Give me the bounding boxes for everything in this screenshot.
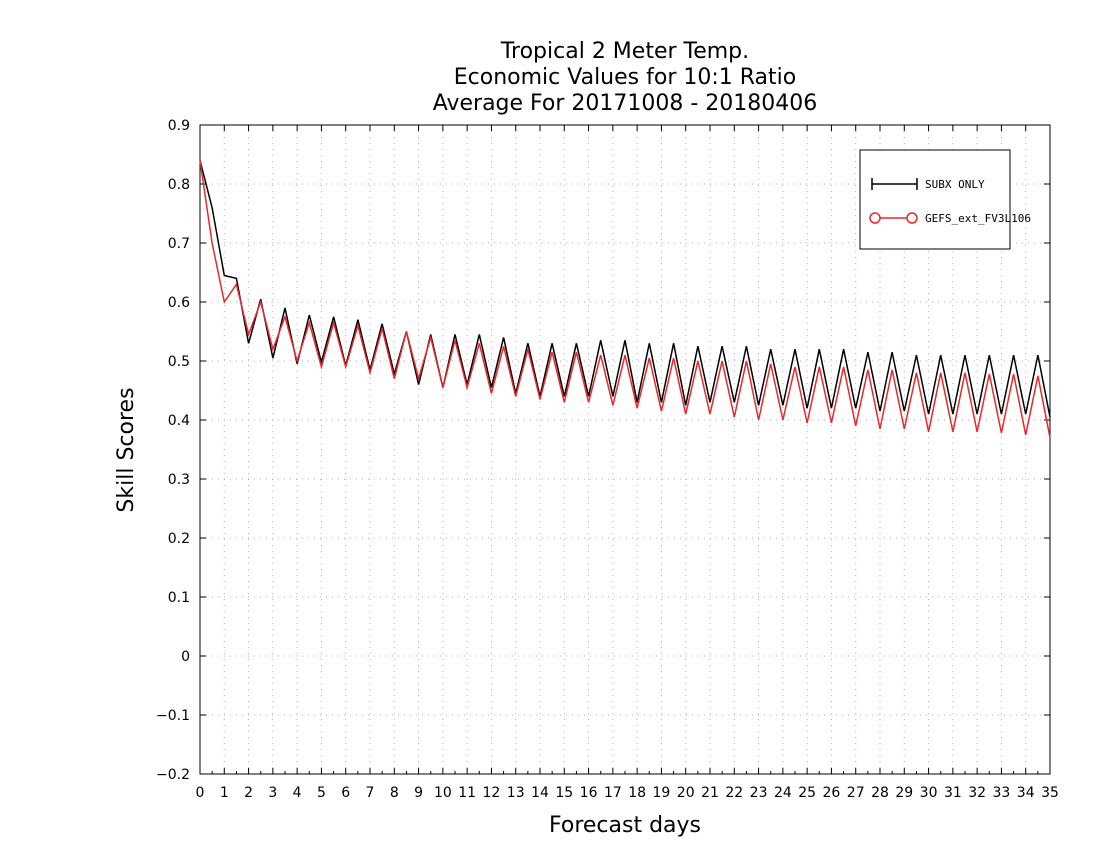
y-tick-label: −0.1 [156, 708, 190, 724]
x-tick-label: 21 [701, 785, 719, 801]
x-tick-label: 0 [196, 785, 205, 801]
y-tick-label: 0.4 [168, 413, 190, 429]
x-tick-label: 7 [366, 785, 375, 801]
x-tick-label: 1 [220, 785, 229, 801]
x-tick-label: 17 [604, 785, 622, 801]
x-tick-label: 29 [895, 785, 913, 801]
legend-box [859, 149, 1011, 250]
chart-title-line-1: Tropical 2 Meter Temp. [500, 39, 749, 64]
y-tick-label: 0.9 [168, 118, 190, 134]
y-tick-label: 0.2 [168, 531, 190, 547]
chart-title-line-3: Average For 20171008 - 20180406 [433, 91, 818, 116]
x-tick-label: 2 [244, 785, 253, 801]
x-axis-label: Forecast days [549, 813, 701, 838]
x-tick-label: 9 [414, 785, 423, 801]
x-tick-label: 15 [555, 785, 573, 801]
y-tick-label: 0 [181, 649, 190, 665]
x-tick-label: 30 [920, 785, 938, 801]
y-tick-label: 0.3 [168, 472, 190, 488]
x-tick-label: 5 [317, 785, 326, 801]
series-layer [199, 160, 1051, 438]
x-tick-label: 33 [993, 785, 1011, 801]
x-tick-label: 18 [628, 785, 646, 801]
x-tick-label: 20 [677, 785, 695, 801]
x-tick-label: 19 [653, 785, 671, 801]
x-tick-label: 12 [483, 785, 501, 801]
x-tick-label: 3 [268, 785, 277, 801]
x-tick-label: 22 [725, 785, 743, 801]
x-tick-label: 8 [390, 785, 399, 801]
x-tick-label: 14 [531, 785, 549, 801]
y-tick-label: −0.2 [156, 767, 190, 783]
x-tick-label: 23 [750, 785, 768, 801]
x-tick-label: 27 [847, 785, 865, 801]
x-tick-label: 11 [458, 785, 476, 801]
x-tick-label: 35 [1041, 785, 1059, 801]
grid-layer [200, 125, 1050, 774]
y-tick-label: 0.6 [168, 295, 190, 311]
y-tick-label: 0.1 [168, 590, 190, 606]
y-tick-label: 0.7 [168, 236, 190, 252]
x-tick-label: 6 [341, 785, 350, 801]
x-tick-label: 10 [434, 785, 452, 801]
series-line-gefs-ext-fv3l106 [199, 160, 1051, 438]
x-tick-label: 32 [968, 785, 986, 801]
x-tick-label: 34 [1017, 785, 1035, 801]
chart-title-line-2: Economic Values for 10:1 Ratio [454, 65, 796, 90]
x-tick-label: 31 [944, 785, 962, 801]
x-tick-label: 25 [798, 785, 816, 801]
legend-marker-gefs-2 [906, 212, 918, 224]
legend-marker-gefs-1 [869, 212, 881, 224]
x-tick-label: 13 [507, 785, 525, 801]
legend-label-subx: SUBX ONLY [925, 178, 985, 191]
legend: SUBX ONLY GEFS_ext_FV3L106 [859, 149, 1031, 250]
y-tick-label: 0.5 [168, 354, 190, 370]
legend-label-gefs: GEFS_ext_FV3L106 [925, 212, 1031, 225]
axis-ticks: 0 1 2 3 4 5 6 7 8 9 10 11 12 13 14 15 16 17 18 19 20 21 22 23 24… [156, 118, 1059, 801]
x-tick-label: 24 [774, 785, 792, 801]
x-tick-label: 4 [293, 785, 302, 801]
x-tick-label: 16 [580, 785, 598, 801]
x-tick-label: 26 [823, 785, 841, 801]
y-axis-label: Skill Scores [114, 387, 139, 512]
x-tick-label: 28 [871, 785, 889, 801]
y-tick-label: 0.8 [168, 177, 190, 193]
